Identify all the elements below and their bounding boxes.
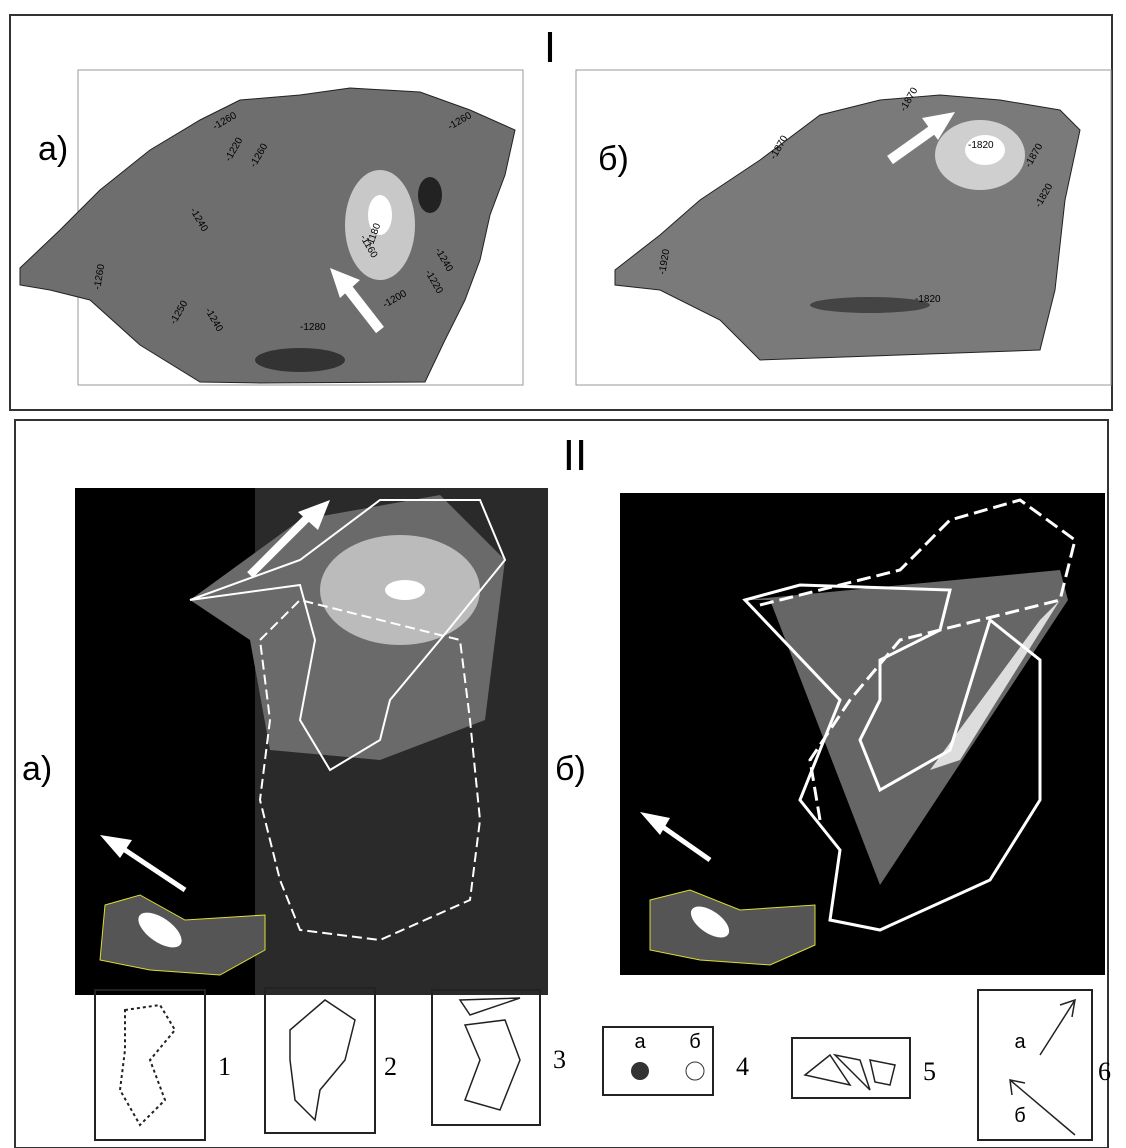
legend-symbol — [1040, 1000, 1075, 1055]
legend-number: 2 — [384, 1052, 397, 1081]
contour-label: -1280 — [300, 322, 326, 333]
contour-zone — [385, 580, 425, 600]
legend-sublabel: а — [634, 1031, 646, 1053]
legend-symbol — [460, 998, 520, 1110]
panel-label: а) — [38, 130, 68, 168]
contour-map — [20, 88, 515, 383]
legend-box — [978, 990, 1092, 1140]
legend-sublabel: б — [1014, 1105, 1025, 1127]
legend-number: 4 — [736, 1052, 749, 1081]
legend-sublabel: б — [689, 1031, 700, 1053]
panel-label: б) — [555, 750, 586, 788]
figure: I а) б) -1260-1260-1220-1240-1180-1160-1… — [0, 0, 1126, 1148]
section-label: I — [544, 23, 556, 72]
legend-symbol — [805, 1055, 895, 1090]
legend-symbol — [631, 1062, 649, 1080]
section-label: II — [563, 431, 587, 480]
legend-number: 5 — [923, 1057, 936, 1086]
legend-number: 6 — [1098, 1057, 1111, 1086]
legend-symbol — [120, 1005, 175, 1125]
legend-box — [265, 988, 375, 1133]
panel-label: б) — [598, 140, 629, 178]
contour-zone — [255, 348, 345, 372]
legend-box — [95, 990, 205, 1140]
legend-symbol — [290, 1000, 355, 1120]
legend-sublabel: а — [1014, 1031, 1026, 1053]
contour-zone — [418, 177, 442, 213]
legend-number: 3 — [553, 1045, 566, 1074]
legend-number: 1 — [218, 1052, 231, 1081]
panel-label: а) — [22, 750, 52, 788]
legend-symbol — [686, 1062, 704, 1080]
contour-zone — [810, 297, 930, 313]
contour-label: -1820 — [915, 294, 941, 305]
legend-box — [792, 1038, 910, 1098]
contour-label: -1820 — [968, 140, 994, 151]
